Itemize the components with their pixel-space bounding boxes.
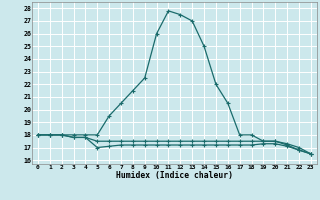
X-axis label: Humidex (Indice chaleur): Humidex (Indice chaleur)	[116, 171, 233, 180]
